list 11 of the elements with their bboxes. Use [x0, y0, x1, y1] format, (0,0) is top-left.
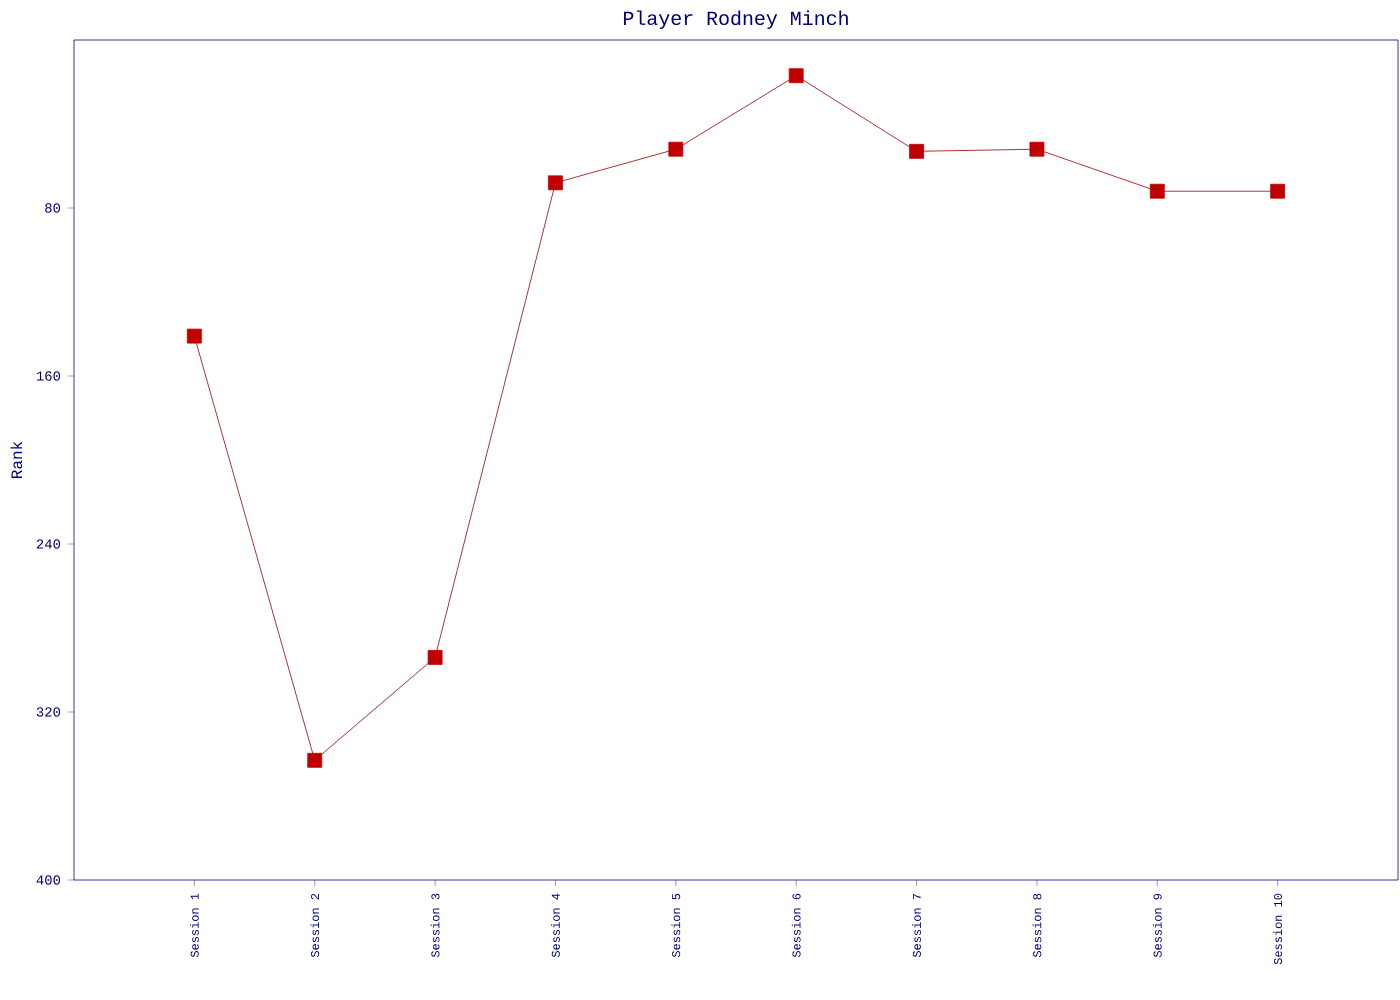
point: [909, 143, 924, 159]
point: [1149, 183, 1165, 199]
point: [186, 328, 202, 344]
point: [548, 175, 563, 191]
point: [668, 141, 684, 157]
point: [307, 752, 323, 768]
chart-title: Player Rodney Minch: [623, 10, 848, 29]
point: [427, 650, 443, 665]
point: [1270, 183, 1286, 199]
point: [788, 68, 804, 84]
point: [1029, 141, 1045, 157]
